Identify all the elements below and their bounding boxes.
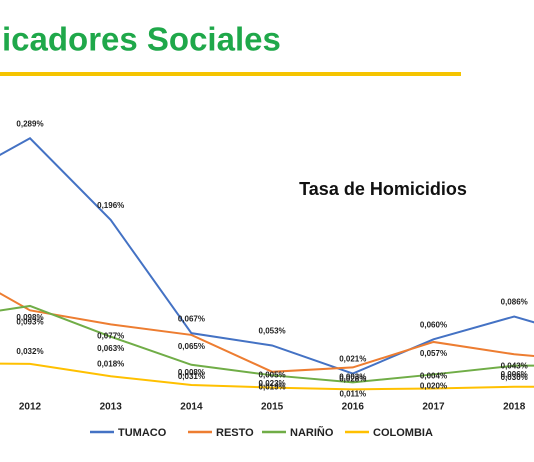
chart-title: Tasa de Homicidios [299, 179, 467, 199]
series-line [0, 304, 534, 384]
legend-label: NARIÑO [290, 426, 334, 439]
series-line [0, 362, 534, 391]
x-tick-label: 2014 [180, 402, 203, 413]
slide-title: icadores Sociales [2, 21, 281, 58]
data-label: 0,093% [16, 317, 43, 326]
data-label: 0,004% [420, 372, 447, 381]
data-label: 0,003% [339, 372, 366, 381]
data-label: 0,030% [501, 373, 528, 382]
data-label: 0,023% [259, 379, 286, 388]
data-label: 0,019% [259, 382, 286, 391]
data-label: 0,005% [259, 371, 286, 380]
data-label: 0,028% [339, 375, 366, 384]
data-label: 0,021% [339, 355, 366, 364]
data-label: 0,065% [178, 342, 205, 351]
data-label: 0,032% [16, 347, 43, 356]
data-label: 0,008% [178, 368, 205, 377]
data-label: 0,067% [178, 314, 205, 323]
data-label: 0,098% [16, 313, 43, 322]
data-label: 0,060% [420, 320, 447, 329]
data-label: 0,011% [339, 389, 366, 398]
data-label: 0,063% [97, 344, 124, 353]
data-label: 0,077% [97, 332, 124, 341]
data-label: 0,086% [501, 298, 528, 307]
data-label: 0,053% [259, 327, 286, 336]
x-tick-label: 2013 [100, 402, 123, 413]
legend-label: COLOMBIA [373, 427, 433, 439]
x-tick-label: 2016 [342, 402, 365, 413]
data-label: 0,057% [420, 349, 447, 358]
data-label: 0,043% [501, 361, 528, 370]
x-tick-label: 2012 [19, 402, 42, 413]
title-underline [0, 72, 461, 76]
x-tick-label: 2017 [422, 402, 445, 413]
data-label: 0,196% [97, 201, 124, 210]
data-label: 0,289% [16, 119, 43, 128]
legend-label: TUMACO [118, 427, 167, 439]
x-tick-label: 2015 [261, 402, 284, 413]
x-tick-label: 2018 [503, 402, 526, 413]
series-line [0, 292, 534, 373]
data-label: 0,020% [420, 382, 447, 391]
data-label: 0,006% [501, 370, 528, 379]
data-label: 0,018% [97, 359, 124, 368]
series-line [0, 137, 534, 375]
data-label: 0,031% [178, 372, 205, 381]
legend-label: RESTO [216, 427, 254, 439]
